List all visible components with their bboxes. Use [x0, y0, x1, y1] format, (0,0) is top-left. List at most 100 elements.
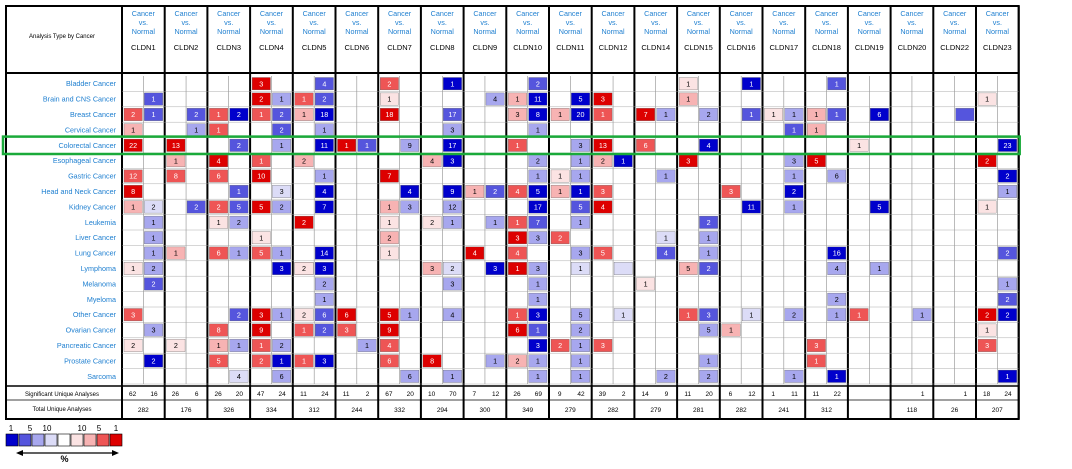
column-header-cldn15-line3: Normal [687, 27, 711, 36]
heatmap-cell-up [550, 185, 570, 198]
cell-value-label: 1 [536, 326, 540, 335]
cell-value-label: 5 [259, 203, 263, 212]
column-header-cldn19-line2: vs. [865, 18, 874, 27]
cell-value-label: 6 [322, 310, 326, 319]
heatmap-cell-up [294, 215, 314, 229]
gene-label-cldn14: CLDN14 [641, 43, 670, 52]
cell-value-label: 1 [387, 249, 391, 258]
cell-value-label: 3 [322, 357, 326, 366]
cell-value-label: 2 [280, 110, 284, 119]
cell-value-label: 1 [259, 110, 263, 119]
heatmap-cell-down [144, 354, 163, 368]
cell-value-label: 3 [601, 187, 605, 196]
heatmap-cell-up [678, 262, 698, 275]
heatmap-cell-down [827, 108, 847, 121]
cell-value-label: 8 [174, 172, 178, 181]
heatmap-cell-down [272, 108, 291, 121]
heatmap-cell-down [229, 138, 249, 152]
heatmap-cell-down [314, 77, 334, 91]
cell-value-label: 1 [536, 280, 540, 289]
cell-value-label: 1 [749, 110, 753, 119]
column-header-cldn4-line1: Cancer [260, 9, 284, 18]
significant-up-count: 11 [813, 391, 820, 398]
heatmap-cell-up [251, 92, 271, 106]
total-count: 300 [480, 407, 491, 414]
heatmap-cell-down [827, 308, 847, 322]
heatmap-cell-down [485, 354, 505, 368]
heatmap-cell-up [166, 246, 186, 260]
heatmap-cell-up [977, 339, 997, 352]
heatmap-cell-up [807, 339, 826, 352]
total-count: 312 [821, 407, 832, 414]
legend-swatch [31, 433, 45, 447]
heatmap-cell-down [699, 369, 718, 383]
heatmap-cell-down [699, 138, 718, 152]
legend-swatch [5, 433, 19, 447]
heatmap-cell-down [571, 323, 590, 337]
heatmap-cell-down [485, 92, 505, 106]
gene-label-cldn11: CLDN11 [556, 43, 584, 52]
cell-value-label: 2 [1006, 310, 1010, 319]
heatmap-cell-down [229, 108, 249, 121]
cell-value-label: 5 [814, 156, 818, 165]
heatmap-cell-down [998, 169, 1017, 183]
heatmap-cell-down [443, 200, 462, 214]
cell-value-label: 2 [280, 341, 284, 350]
cell-value-label: 18 [385, 110, 393, 119]
heatmap-cell-down [656, 369, 676, 383]
heatmap-cell-up [508, 354, 527, 368]
heatmap-cell-up [807, 108, 826, 121]
significant-down-count: 24 [1004, 391, 1012, 398]
cell-value-label: 2 [985, 156, 989, 165]
column-header-cldn1-line1: Cancer [132, 9, 156, 18]
cell-value-label: 1 [217, 341, 221, 350]
cell-value-label: 1 [664, 172, 668, 181]
column-header-cldn23-line1: Cancer [986, 9, 1010, 18]
column-header-cldn14-line1: Cancer [644, 9, 668, 18]
cell-value-label: 1 [408, 310, 412, 319]
cell-value-label: 1 [686, 79, 690, 88]
cell-value-label: 5 [579, 203, 583, 212]
cell-value-label: 1 [345, 141, 349, 150]
heatmap-cell-down [400, 185, 420, 198]
cell-value-label: 2 [152, 280, 156, 289]
heatmap-cell-down [272, 138, 291, 152]
significant-down-count: 20 [706, 391, 714, 398]
cell-value-label: 2 [152, 357, 156, 366]
cell-value-label: 2 [259, 357, 263, 366]
heatmap-cell-down [272, 185, 291, 198]
cell-value-label: 1 [536, 172, 540, 181]
heatmap-cell-down [144, 231, 163, 245]
heatmap-cell-down [186, 108, 206, 121]
heatmap-cell-down [656, 108, 676, 121]
cancer-label: Myeloma [87, 295, 116, 304]
heatmap-cell-down [528, 262, 548, 275]
heatmap-cell-up [636, 108, 655, 121]
column-header-cldn22-line1: Cancer [943, 9, 967, 18]
heatmap-cell-down [443, 369, 462, 383]
significant-up-count: 7 [472, 391, 476, 398]
heatmap-cell-down [443, 215, 462, 229]
heatmap-cell-up [593, 108, 613, 121]
column-header-cldn8-line1: Cancer [431, 9, 455, 18]
column-header-cldn6-line1: Cancer [345, 9, 369, 18]
cell-value-label: 1 [792, 372, 796, 381]
cell-value-label: 2 [237, 310, 241, 319]
heatmap-cell-down [272, 200, 291, 214]
heatmap-cell-down [699, 215, 718, 229]
heatmap-cell-down [998, 292, 1017, 306]
cell-value-label: 3 [536, 310, 540, 319]
cell-value-label: 3 [579, 249, 583, 258]
gene-label-cldn7: CLDN7 [387, 43, 412, 52]
heatmap-cell-down [656, 231, 676, 245]
cell-value-label: 1 [280, 249, 284, 258]
column-header-cldn12-line2: vs. [608, 18, 617, 27]
heatmap-cell-up [678, 92, 698, 106]
heatmap-cell-down [485, 185, 505, 198]
cell-value-label: 2 [792, 310, 796, 319]
cell-value-label: 1 [174, 249, 178, 258]
gene-label-cldn18: CLDN18 [812, 43, 841, 52]
column-header-cldn7-line3: Normal [388, 27, 412, 36]
cell-value-label: 5 [387, 310, 391, 319]
